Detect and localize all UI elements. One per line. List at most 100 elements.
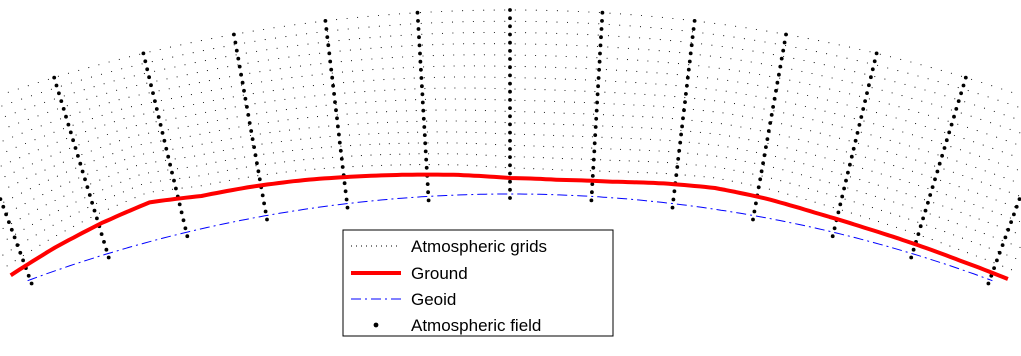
field-point — [675, 165, 680, 169]
field-point — [337, 132, 341, 137]
grid-point — [12, 136, 14, 138]
field-point — [593, 133, 598, 138]
field-point — [872, 59, 877, 64]
grid-point — [188, 84, 190, 86]
grid-point — [859, 179, 861, 181]
field-point — [590, 182, 595, 187]
grid-point — [484, 110, 486, 112]
field-point — [416, 27, 421, 31]
field-point — [782, 40, 787, 45]
grid-point — [626, 59, 629, 61]
grid-point — [981, 81, 983, 84]
grid-point — [691, 119, 693, 121]
grid-point — [398, 142, 400, 144]
grid-point — [757, 140, 759, 143]
grid-point — [514, 88, 516, 90]
grid-point — [755, 151, 758, 153]
grid-point — [931, 103, 933, 105]
grid-point — [742, 171, 744, 173]
grid-point — [475, 143, 477, 145]
grid-point — [524, 43, 526, 45]
grid-point — [716, 155, 718, 157]
grid-point — [217, 68, 219, 70]
grid-point — [312, 158, 314, 160]
grid-point — [868, 218, 871, 220]
grid-point — [774, 43, 776, 45]
grid-point — [714, 166, 716, 168]
grid-point — [877, 64, 879, 66]
grid-point — [805, 48, 807, 51]
grid-point — [274, 162, 276, 164]
grid-point — [34, 105, 36, 107]
grid-point — [649, 38, 651, 40]
grid-point — [757, 84, 759, 86]
grid-point — [291, 77, 293, 79]
field-point — [682, 108, 686, 113]
grid-point — [295, 34, 297, 36]
grid-point — [620, 137, 622, 139]
grid-point — [76, 101, 78, 104]
field-point — [836, 210, 841, 215]
grid-point — [152, 151, 154, 153]
field-point — [597, 67, 601, 72]
grid-point — [832, 207, 834, 209]
grid-point — [202, 50, 204, 52]
grid-point — [533, 134, 535, 136]
grid-point — [284, 161, 286, 163]
grid-point — [957, 87, 959, 89]
grid-point — [180, 44, 182, 46]
grid-point — [791, 171, 793, 173]
grid-point — [382, 68, 384, 70]
grid-point — [257, 61, 259, 63]
grid-point — [584, 79, 587, 81]
grid-point — [1001, 151, 1003, 153]
field-point — [59, 99, 64, 103]
grid-point — [504, 88, 506, 90]
grid-point — [701, 120, 703, 123]
grid-point — [960, 112, 962, 114]
grid-point — [603, 102, 605, 104]
grid-point — [672, 17, 674, 20]
grid-point — [735, 92, 737, 94]
grid-point — [128, 96, 130, 98]
grid-point — [495, 144, 497, 146]
field-point — [172, 178, 176, 183]
grid-point — [428, 153, 430, 155]
grid-point — [752, 50, 754, 52]
grid-point — [814, 154, 817, 156]
grid-point — [688, 141, 690, 143]
grid-point — [725, 157, 727, 159]
grid-point — [304, 22, 306, 24]
grid-point — [244, 156, 246, 158]
grid-point — [245, 166, 247, 168]
grid-point — [320, 63, 322, 65]
grid-point — [871, 170, 873, 172]
legend-label-ground: Ground — [411, 264, 468, 283]
grid-point — [592, 124, 594, 127]
grid-point — [198, 175, 200, 177]
grid-point — [862, 167, 864, 169]
grid-point — [493, 31, 495, 34]
field-point — [756, 185, 761, 190]
grid-point — [31, 163, 33, 165]
grid-point — [277, 120, 279, 122]
field-point — [592, 141, 597, 146]
grid-point — [777, 145, 779, 147]
field-point — [342, 181, 347, 186]
grid-point — [407, 131, 409, 133]
grid-point — [160, 140, 162, 142]
field-point — [158, 123, 163, 127]
grid-point — [345, 103, 347, 105]
grid-point — [217, 171, 219, 173]
grid-point — [28, 153, 30, 155]
grid-point — [91, 118, 93, 120]
grid-point — [87, 173, 89, 175]
grid-point — [326, 115, 328, 117]
grid-point — [838, 137, 841, 139]
grid-point — [582, 135, 584, 138]
grid-point — [790, 125, 792, 127]
grid-point — [365, 101, 367, 103]
grid-point — [576, 44, 578, 47]
field-point — [242, 88, 246, 93]
grid-point — [885, 114, 887, 116]
